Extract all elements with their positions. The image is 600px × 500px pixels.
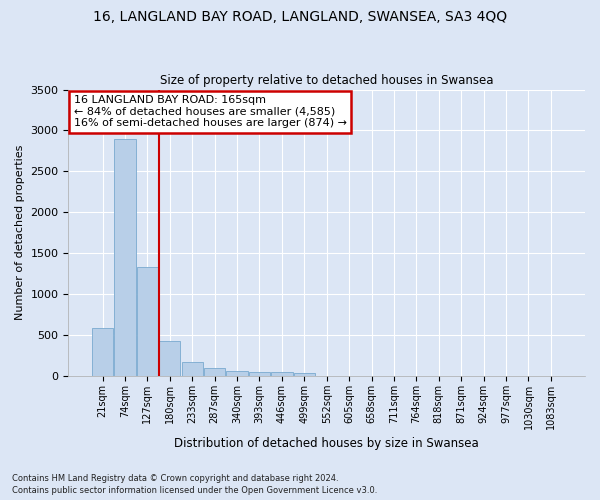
Bar [249, 372, 270, 376]
Bar [226, 372, 248, 376]
Text: 16, LANGLAND BAY ROAD, LANGLAND, SWANSEA, SA3 4QQ: 16, LANGLAND BAY ROAD, LANGLAND, SWANSEA… [93, 10, 507, 24]
Bar [92, 328, 113, 376]
Bar [159, 342, 181, 376]
Text: Contains HM Land Registry data © Crown copyright and database right 2024.
Contai: Contains HM Land Registry data © Crown c… [12, 474, 377, 495]
Text: 16 LANGLAND BAY ROAD: 165sqm
← 84% of detached houses are smaller (4,585)
16% of: 16 LANGLAND BAY ROAD: 165sqm ← 84% of de… [74, 96, 347, 128]
Bar [182, 362, 203, 376]
Bar [137, 267, 158, 376]
Y-axis label: Number of detached properties: Number of detached properties [15, 145, 25, 320]
X-axis label: Distribution of detached houses by size in Swansea: Distribution of detached houses by size … [175, 437, 479, 450]
Bar [115, 138, 136, 376]
Title: Size of property relative to detached houses in Swansea: Size of property relative to detached ho… [160, 74, 493, 87]
Bar [293, 374, 315, 376]
Bar [204, 368, 225, 376]
Bar [271, 372, 293, 376]
